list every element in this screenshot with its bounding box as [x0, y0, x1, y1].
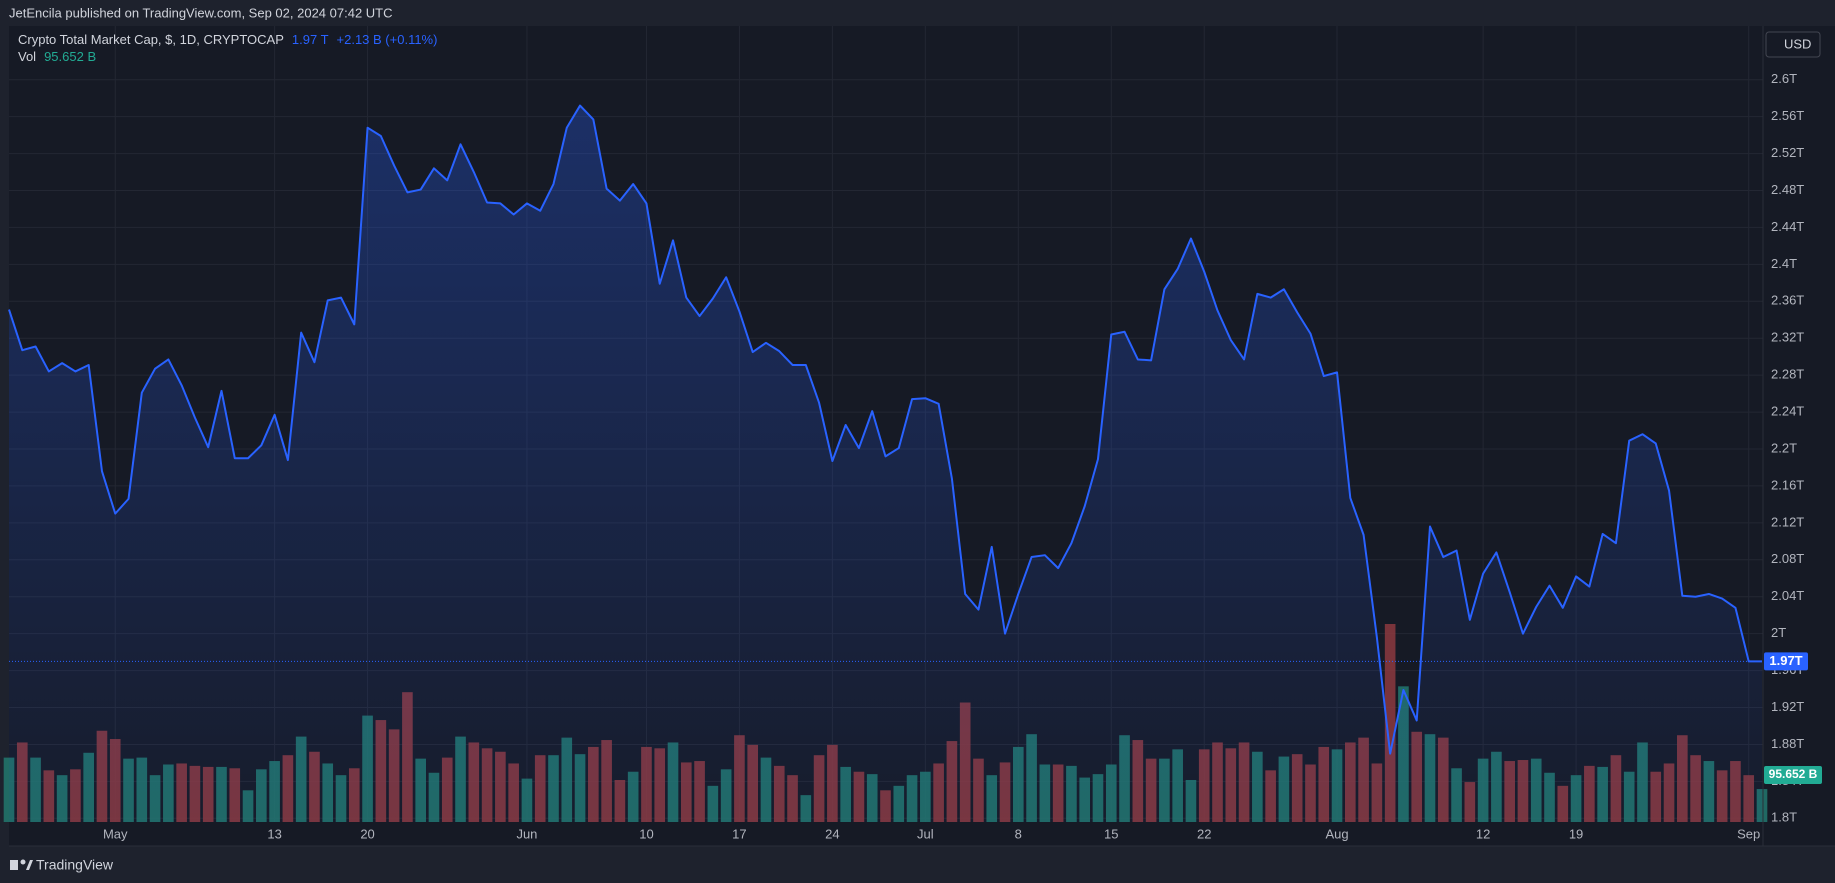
currency-label[interactable]: USD	[1784, 36, 1811, 51]
x-tick-label: 12	[1476, 826, 1490, 841]
volume-bar	[1384, 624, 1396, 822]
x-tick-label: Jun	[516, 826, 537, 841]
volume-tag	[1764, 766, 1822, 785]
logo-part	[26, 860, 33, 870]
x-tick-label: 17	[732, 826, 746, 841]
y-tick-label: 2.48T	[1771, 182, 1804, 197]
x-tick-label: May	[103, 826, 128, 841]
x-tick-label: 24	[825, 826, 839, 841]
y-tick-label: 2.52T	[1771, 145, 1804, 160]
currency-button[interactable]	[1765, 31, 1821, 58]
x-tick-label: 10	[639, 826, 653, 841]
x-tick-label: Sep	[1737, 826, 1760, 841]
y-tick-label: 1.8T	[1771, 810, 1797, 825]
y-tick-label: 2.08T	[1771, 551, 1804, 566]
legend-main: Crypto Total Market Cap, $, 1D, CRYPTOCA…	[18, 32, 437, 47]
logo-part	[10, 860, 18, 870]
legend-vol-value: 95.652 B	[44, 49, 96, 64]
legend-title: Crypto Total Market Cap, $, 1D, CRYPTOCA…	[18, 32, 284, 47]
x-tick-label: 22	[1197, 826, 1211, 841]
legend-volume: Vol 95.652 B	[18, 49, 96, 64]
logo-part	[20, 859, 26, 865]
y-tick-label: 2.4T	[1771, 256, 1797, 271]
x-tick-label: Jul	[917, 826, 934, 841]
y-tick-label: 2.32T	[1771, 330, 1804, 345]
y-tick-label: 2.44T	[1771, 219, 1804, 234]
legend-change: +2.13 B (+0.11%)	[337, 32, 438, 47]
price-line	[8, 104, 1762, 755]
time-axis: May 13 20 Jun 10 17 24 Jul 8 15 22 Aug 12 19 Sep	[103, 826, 1760, 841]
footer: TradingView	[10, 857, 114, 873]
price-axis: 1.8T1.84T1.88T1.92T1.96T2T2.04T2.08T2.12…	[1764, 71, 1822, 825]
legend-last: 1.97 T	[292, 32, 329, 47]
y-tick-label: 2.24T	[1771, 404, 1804, 419]
x-tick-label: Aug	[1325, 826, 1348, 841]
y-tick-label: 2.12T	[1771, 514, 1804, 529]
y-tick-label: 1.88T	[1771, 736, 1804, 751]
publish-header: JetEncila published on TradingView.com, …	[9, 5, 393, 20]
x-tick-label: 20	[360, 826, 374, 841]
x-tick-label: 15	[1104, 826, 1118, 841]
last-price-label: 1.97T	[1769, 653, 1802, 668]
y-tick-label: 2.36T	[1771, 293, 1804, 308]
y-tick-label: 2.16T	[1771, 477, 1804, 492]
x-tick-label: 8	[1015, 826, 1022, 841]
y-tick-label: 2.2T	[1771, 440, 1797, 455]
x-tick-label: 19	[1569, 826, 1583, 841]
y-tick-label: 2.6T	[1771, 71, 1797, 86]
price-pane	[8, 104, 1763, 823]
area-fill	[9, 105, 1762, 823]
y-tick-label: 2.56T	[1771, 108, 1804, 123]
volume-label: 95.652 B	[1769, 767, 1818, 781]
footer-brand: TradingView	[36, 857, 114, 873]
last-price-tag	[1764, 652, 1808, 671]
legend-vol-name: Vol	[18, 49, 36, 64]
y-tick-label: 1.92T	[1771, 699, 1804, 714]
y-tick-label: 2.04T	[1771, 588, 1804, 603]
y-tick-label: 2.28T	[1771, 367, 1804, 382]
x-tick-label: 13	[267, 826, 281, 841]
y-tick-label: 2T	[1771, 625, 1786, 640]
